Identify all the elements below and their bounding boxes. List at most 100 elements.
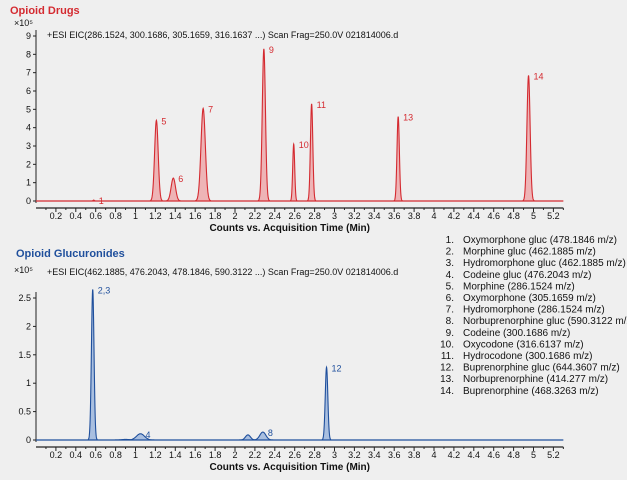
peak-13 — [393, 116, 404, 202]
peak-label: 13 — [403, 113, 413, 123]
legend-item: 10. Oxycodone (316.6137 m/z) — [440, 339, 584, 350]
y-tick-label: 1 — [26, 178, 31, 188]
legend-label: Morphine (286.1524 m/z) — [463, 281, 575, 292]
x-tick-label: 2.4 — [269, 450, 282, 460]
peak-label: 12 — [332, 363, 342, 373]
x-tick-label: 3.6 — [388, 211, 401, 221]
x-tick-label: 1.8 — [209, 211, 222, 221]
legend-number: 13. — [440, 374, 454, 385]
x-tick-label: 1 — [133, 450, 138, 460]
x-tick-label: 3.8 — [408, 450, 421, 460]
legend-label: Buprenorphine (468.3263 m/z) — [463, 386, 599, 397]
x-tick-label: 1 — [133, 211, 138, 221]
legend-label: Codeine gluc (476.2043 m/z) — [463, 270, 591, 281]
legend-number: 3. — [446, 258, 454, 269]
peak-label: 14 — [534, 71, 544, 81]
peak-label: 6 — [178, 174, 183, 184]
legend-item: 11. Hydrocodone (300.1686 m/z) — [441, 351, 593, 362]
peak-label: 7 — [208, 104, 213, 114]
peak-7 — [194, 106, 213, 202]
x-tick-label: 2.8 — [308, 450, 321, 460]
x-tick-label: 0.8 — [109, 211, 122, 221]
y-tick-label: 0 — [26, 196, 31, 206]
x-tick-label: 4.2 — [448, 211, 461, 221]
legend-label: Hydromorphone gluc (462.1885 m/z) — [463, 258, 626, 269]
peak-label: 8 — [268, 428, 273, 438]
y-tick-label: 0.5 — [18, 407, 31, 417]
legend-number: 1. — [446, 235, 454, 246]
x-tick-label: 1.2 — [149, 450, 162, 460]
peak-minor-3 — [238, 434, 258, 441]
legend-label: Hydromorphone (286.1524 m/z) — [463, 305, 605, 316]
x-tick-label: 4.8 — [507, 450, 520, 460]
x-tick-label: 2 — [232, 211, 237, 221]
x-tick-label: 2 — [232, 450, 237, 460]
legend-number: 9. — [446, 328, 454, 339]
legend-label: Oxycodone (316.6137 m/z) — [463, 339, 584, 350]
chart-title: Opioid Glucuronides — [16, 248, 125, 260]
peak-label: 4 — [145, 430, 150, 440]
opioid-glucuronides-chart: Opioid Glucuronides ×10⁵ +ESI EIC(462.1885… — [14, 248, 564, 473]
x-tick-label: 0.6 — [89, 211, 102, 221]
x-tick-label: 3.2 — [348, 211, 361, 221]
y-tick-label: 4 — [26, 123, 31, 133]
x-tick-label: 4.2 — [448, 450, 461, 460]
y-tick-label: 1 — [26, 378, 31, 388]
legend-label: Hydrocodone (300.1686 m/z) — [463, 351, 593, 362]
y-tick-label: 2.5 — [18, 293, 31, 303]
y-tick-label: 1.5 — [18, 350, 31, 360]
x-tick-label: 3 — [332, 211, 337, 221]
chart-title: Opioid Drugs — [10, 5, 80, 17]
peak-label: 2,3 — [98, 285, 111, 295]
x-tick-label: 5.2 — [547, 450, 560, 460]
legend-label: Oxymorphone (305.1659 m/z) — [463, 293, 596, 304]
legend-label: Norbuprenorphine (414.277 m/z) — [463, 374, 608, 385]
legend-item: 2. Morphine gluc (462.1885 m/z) — [446, 247, 596, 258]
x-tick-label: 0.6 — [89, 450, 102, 460]
legend-item: 5. Morphine (286.1524 m/z) — [446, 281, 575, 292]
y-tick-label: 2 — [26, 159, 31, 169]
eic-subtitle: +ESI EIC(462.1885, 476.2043, 478.1846, 5… — [47, 267, 398, 277]
x-tick-label: 5.2 — [547, 211, 560, 221]
legend-item: 8. Norbuprenorphine gluc (590.3122 m/z) — [446, 316, 627, 327]
legend-item: 6. Oxymorphone (305.1659 m/z) — [446, 293, 596, 304]
legend-item: 13. Norbuprenorphine (414.277 m/z) — [440, 374, 608, 385]
x-tick-label: 0.2 — [50, 211, 63, 221]
peak-label: 11 — [317, 100, 326, 110]
legend-number: 14. — [440, 386, 454, 397]
eic-subtitle: +ESI EIC(286.1524, 300.1686, 305.1659, 3… — [47, 30, 398, 40]
y-tick-label: 7 — [26, 68, 31, 78]
legend-number: 2. — [446, 247, 454, 258]
x-tick-label: 2.6 — [288, 450, 301, 460]
x-tick-label: 2.8 — [308, 211, 321, 221]
legend-item: 1. Oxymorphone gluc (478.1846 m/z) — [446, 235, 617, 246]
x-axis-label: Counts vs. Acquisition Time (Min) — [209, 462, 370, 473]
legend-item: 4. Codeine gluc (476.2043 m/z) — [446, 270, 592, 281]
peak-6 — [165, 177, 182, 202]
x-tick-label: 4 — [431, 211, 436, 221]
legend-number: 4. — [446, 270, 454, 281]
x-tick-label: 1.4 — [169, 211, 182, 221]
legend-number: 12. — [440, 363, 454, 374]
x-tick-label: 5 — [531, 211, 536, 221]
x-tick-label: 4.8 — [507, 211, 520, 221]
x-tick-label: 4.6 — [487, 211, 500, 221]
legend-label: Codeine (300.1686 m/z) — [463, 328, 570, 339]
legend-number: 7. — [446, 305, 454, 316]
legend-item: 14. Buprenorphine (468.3263 m/z) — [440, 386, 599, 397]
x-tick-label: 3.8 — [408, 211, 421, 221]
x-tick-label: 3.4 — [368, 211, 381, 221]
y-tick-label: 6 — [26, 86, 31, 96]
legend-item: 3. Hydromorphone gluc (462.1885 m/z) — [446, 258, 626, 269]
peak-label: 9 — [269, 45, 274, 55]
x-tick-label: 1.2 — [149, 211, 162, 221]
x-tick-label: 4.4 — [468, 450, 481, 460]
opioid-drugs-chart: Opioid Drugs×10⁵ +ESI EIC(286.1524, 300.1… — [10, 5, 564, 234]
x-tick-label: 0.2 — [50, 450, 63, 460]
y-tick-label: 3 — [26, 141, 31, 151]
x-tick-label: 0.4 — [70, 450, 83, 460]
peak-2-3 — [87, 289, 98, 441]
peak-14 — [522, 75, 535, 202]
legend-label: Norbuprenorphine gluc (590.3122 m/z) — [463, 316, 627, 327]
